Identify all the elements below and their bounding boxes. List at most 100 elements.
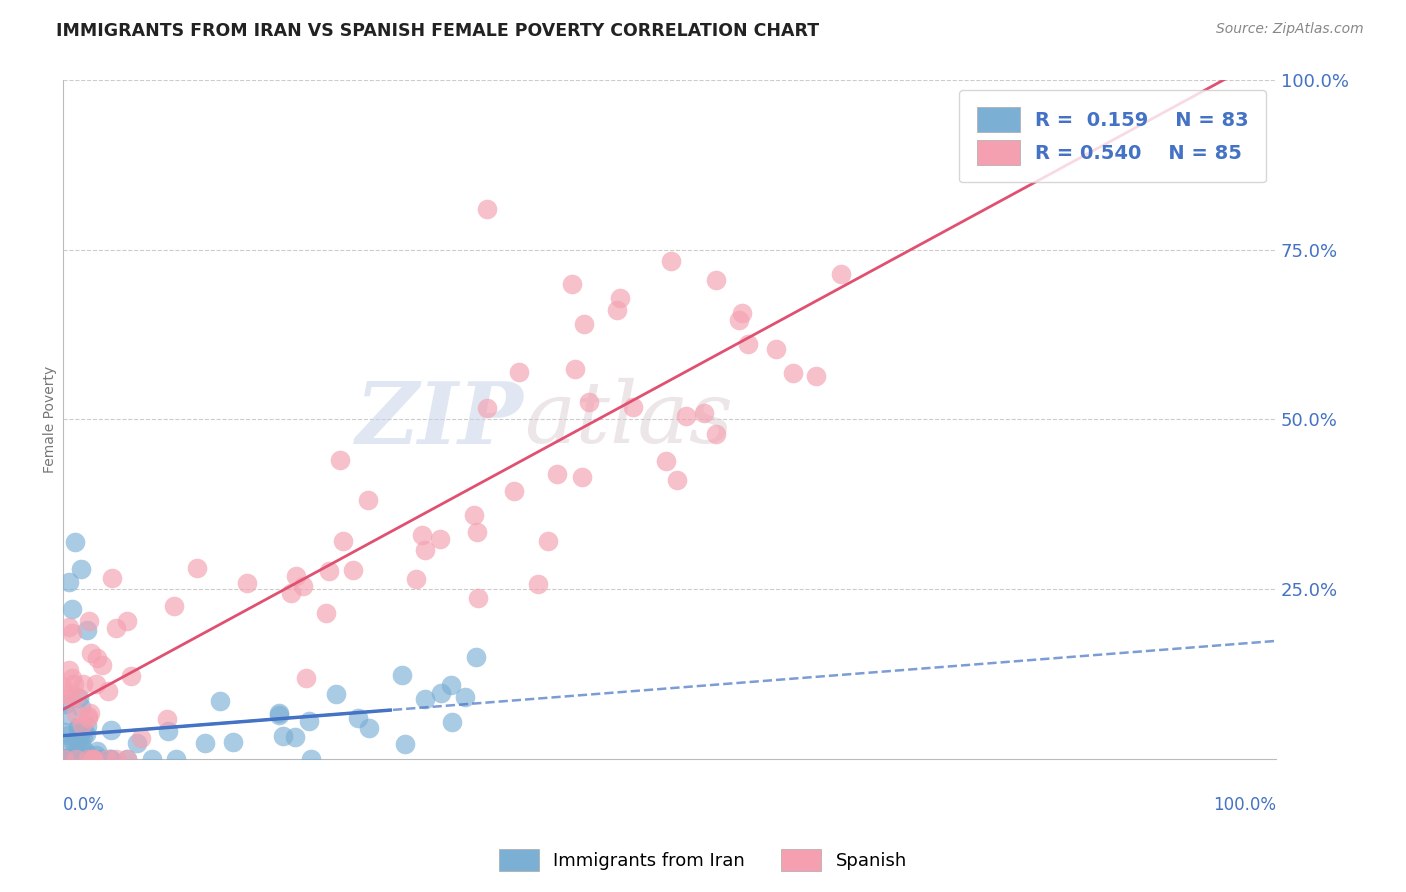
Point — [728, 313, 751, 327]
Point — [69, 724, 91, 739]
Point — [104, 621, 127, 635]
Point — [77, 710, 100, 724]
Point — [82, 752, 104, 766]
Point — [60, 752, 83, 766]
Point — [62, 671, 84, 685]
Point — [62, 734, 84, 748]
Text: atlas: atlas — [523, 378, 733, 460]
Point — [76, 747, 98, 761]
Point — [86, 651, 108, 665]
Text: Source: ZipAtlas.com: Source: ZipAtlas.com — [1216, 22, 1364, 37]
Point — [98, 752, 121, 766]
Point — [463, 508, 485, 523]
Point — [90, 752, 112, 766]
Point — [467, 591, 489, 606]
Point — [299, 752, 322, 766]
Point — [413, 691, 436, 706]
Point — [52, 752, 75, 766]
Point — [430, 686, 453, 700]
Point — [58, 752, 80, 766]
Point — [546, 467, 568, 481]
Point — [52, 680, 75, 694]
Point — [52, 752, 75, 766]
Point — [291, 579, 314, 593]
Point — [60, 752, 83, 766]
Point — [82, 752, 104, 766]
Point — [65, 731, 87, 746]
Point — [70, 562, 93, 576]
Point — [58, 620, 80, 634]
Point — [90, 658, 112, 673]
Point — [561, 277, 583, 291]
Legend: R =  0.159    N = 83, R = 0.540    N = 85: R = 0.159 N = 83, R = 0.540 N = 85 — [959, 90, 1267, 183]
Point — [502, 484, 524, 499]
Point — [574, 318, 596, 332]
Point — [100, 723, 122, 737]
Point — [127, 736, 149, 750]
Point — [63, 676, 86, 690]
Point — [186, 561, 208, 575]
Point — [156, 712, 179, 726]
Point — [236, 575, 259, 590]
Point — [72, 676, 94, 690]
Point — [70, 724, 93, 739]
Point — [156, 723, 179, 738]
Point — [298, 714, 321, 729]
Point — [737, 336, 759, 351]
Point — [804, 368, 827, 383]
Text: 100.0%: 100.0% — [1213, 797, 1277, 814]
Point — [284, 730, 307, 744]
Point — [609, 291, 631, 305]
Point — [578, 394, 600, 409]
Point — [72, 722, 94, 736]
Point — [75, 727, 97, 741]
Point — [100, 752, 122, 766]
Point — [67, 731, 90, 745]
Point — [536, 533, 558, 548]
Point — [704, 427, 727, 442]
Point — [60, 738, 83, 752]
Point — [621, 400, 644, 414]
Point — [56, 752, 79, 766]
Point — [477, 401, 499, 415]
Point — [70, 738, 93, 752]
Point — [67, 721, 90, 735]
Point — [63, 534, 86, 549]
Point — [284, 568, 307, 582]
Point — [55, 697, 77, 711]
Point — [332, 533, 354, 548]
Point — [55, 687, 77, 701]
Point — [58, 575, 80, 590]
Point — [65, 752, 87, 766]
Point — [62, 752, 84, 766]
Point — [465, 525, 488, 540]
Point — [441, 714, 464, 729]
Point — [117, 614, 139, 628]
Point — [65, 690, 87, 704]
Point — [295, 671, 318, 685]
Point — [440, 678, 463, 692]
Y-axis label: Female Poverty: Female Poverty — [44, 366, 58, 473]
Point — [429, 533, 451, 547]
Point — [56, 708, 79, 723]
Point — [62, 752, 84, 766]
Point — [129, 731, 152, 745]
Point — [477, 202, 499, 216]
Legend: Immigrants from Iran, Spanish: Immigrants from Iran, Spanish — [492, 842, 914, 879]
Point — [67, 743, 90, 757]
Point — [73, 743, 96, 757]
Point — [52, 752, 75, 766]
Point — [96, 752, 118, 766]
Point — [62, 746, 84, 760]
Point — [666, 473, 689, 487]
Point — [465, 649, 488, 664]
Point — [65, 752, 87, 766]
Point — [830, 268, 852, 282]
Point — [53, 752, 76, 766]
Point — [675, 409, 697, 423]
Point — [194, 736, 217, 750]
Point — [357, 493, 380, 508]
Point — [267, 707, 290, 722]
Point — [526, 576, 548, 591]
Point — [208, 694, 231, 708]
